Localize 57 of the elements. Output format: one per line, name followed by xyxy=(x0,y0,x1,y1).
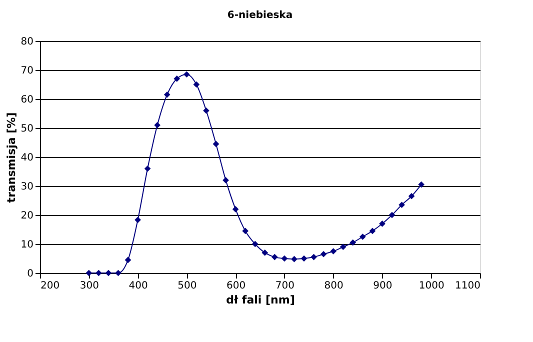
point xyxy=(398,202,405,208)
point xyxy=(154,122,160,128)
x-tick-label: 400 xyxy=(128,280,148,292)
x-tick-label: 200 xyxy=(40,280,60,292)
point xyxy=(212,140,220,148)
y-tick-label: 70 xyxy=(20,66,34,76)
point xyxy=(164,91,170,98)
point xyxy=(222,177,229,184)
point xyxy=(86,270,92,276)
point xyxy=(369,228,376,234)
y-axis-title: transmisja [%] xyxy=(4,112,18,203)
y-tick-label: 30 xyxy=(20,182,34,192)
x-axis-title: dł fali [nm] xyxy=(226,294,295,306)
point xyxy=(115,270,122,276)
point xyxy=(262,250,268,256)
y-tick-label: 20 xyxy=(20,210,34,222)
point xyxy=(144,165,151,172)
point xyxy=(232,206,239,212)
y-tick-label: 50 xyxy=(20,124,34,134)
point xyxy=(330,248,336,254)
point xyxy=(360,234,366,240)
point xyxy=(388,212,396,218)
point xyxy=(105,270,112,276)
point xyxy=(310,254,317,260)
x-tick-label: 900 xyxy=(373,280,392,292)
point xyxy=(272,254,278,260)
point xyxy=(193,81,200,88)
point xyxy=(252,240,258,248)
point xyxy=(174,76,180,82)
point xyxy=(242,228,248,234)
x-tick-label: 1000 xyxy=(418,280,444,292)
point xyxy=(300,255,308,262)
y-tick-label: 10 xyxy=(20,240,34,250)
x-tick-label: 800 xyxy=(324,280,344,292)
point xyxy=(340,244,346,250)
point xyxy=(320,250,327,258)
point xyxy=(96,270,102,276)
point xyxy=(408,192,415,200)
chart-title: 6-niebieska xyxy=(227,10,293,21)
x-tick-label: 700 xyxy=(275,280,294,292)
x-tick-label: 300 xyxy=(80,280,99,292)
x-tick-label: 1100 xyxy=(455,280,480,292)
point xyxy=(379,220,386,227)
y-tick-label: 80 xyxy=(20,36,34,48)
point xyxy=(291,256,298,262)
y-tick-label: 0 xyxy=(27,268,34,280)
point xyxy=(350,239,356,246)
x-tick-label: 500 xyxy=(178,280,197,292)
point xyxy=(124,256,132,264)
point xyxy=(203,107,210,114)
y-tick-label: 40 xyxy=(20,152,34,164)
point xyxy=(418,181,424,188)
point xyxy=(184,71,190,78)
x-tick-label: 600 xyxy=(226,280,246,292)
y-tick-label: 60 xyxy=(20,94,34,106)
point xyxy=(134,216,141,224)
point xyxy=(281,255,288,262)
